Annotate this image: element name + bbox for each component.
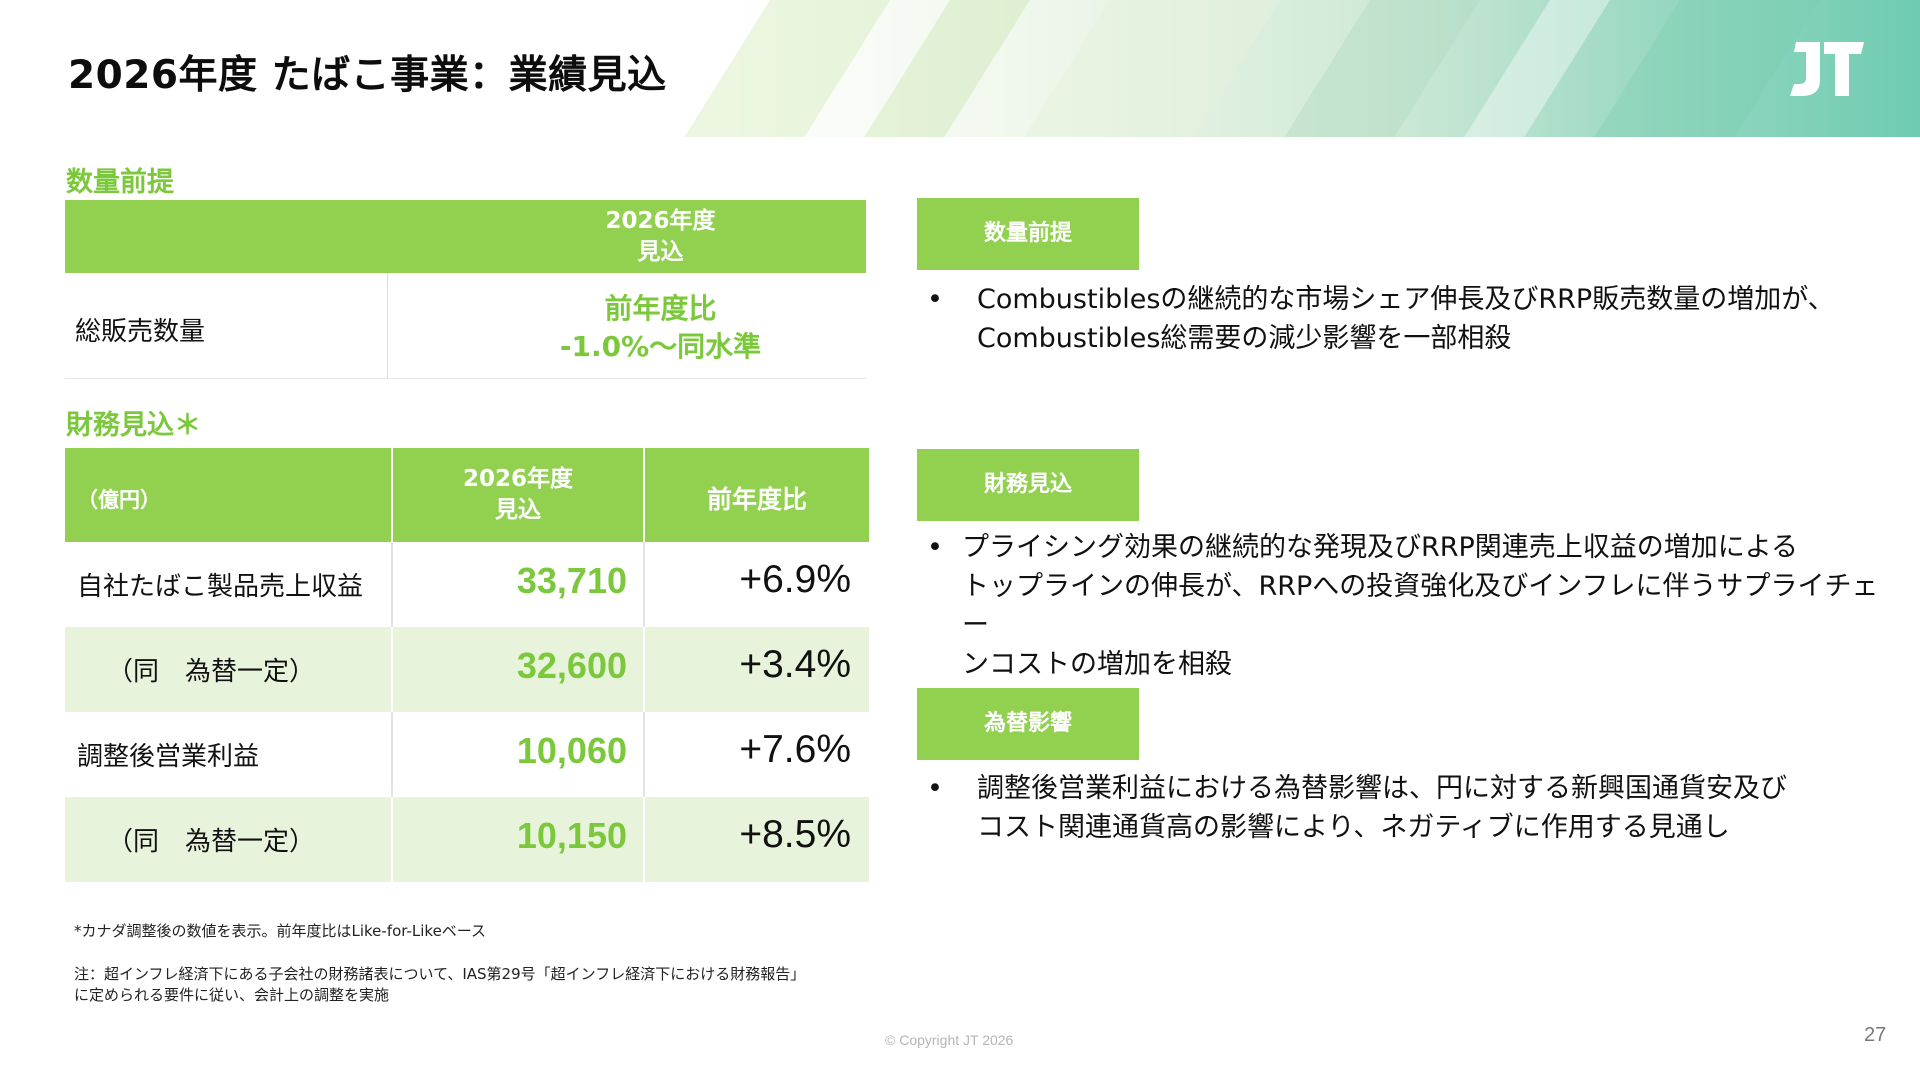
commentary-line: Combustiblesの継続的な市場シェア伸長及びRRP販売数量の増加が、 — [977, 284, 1835, 315]
commentary-line: コスト関連通貨高の影響により、ネガティブに作用する見通し — [977, 812, 1730, 843]
period-line2: 見込 — [495, 497, 541, 523]
table-divider — [643, 627, 645, 712]
commentary-line: 調整後営業利益における為替影響は、円に対する新興国通貨安及び — [977, 773, 1787, 804]
table-divider — [391, 627, 393, 712]
row-amount: 32,600 — [516, 645, 627, 686]
table-row: 自社たばこ製品売上収益 33,710 +6.9% — [65, 542, 869, 627]
footnote-line: 注：超インフレ経済下にある子会社の財務諸表について、IAS第29号「超インフレ経… — [74, 965, 806, 983]
row-yoy: +6.9% — [739, 558, 851, 601]
value-line2: -1.0%～同水準 — [559, 330, 762, 363]
bullet-icon: • — [927, 284, 943, 315]
table-divider — [643, 448, 645, 542]
table-divider — [387, 273, 388, 378]
row-label: （同 為替一定） — [107, 827, 316, 857]
page-number: 27 — [1864, 1024, 1887, 1046]
value-line1: 前年度比 — [604, 292, 717, 325]
table-divider — [643, 542, 645, 627]
period-header: 2026年度 見込 — [393, 464, 643, 526]
header-band: 2026年度 たばこ事業：業績見込 JT — [0, 0, 1920, 137]
commentary-line: ンコストの増加を相殺 — [962, 649, 1232, 680]
page-title: 2026年度 たばこ事業：業績見込 — [68, 53, 667, 98]
row-label: （同 為替一定） — [107, 657, 316, 687]
volume-period-header: 2026年度 見込 — [455, 206, 866, 268]
row-yoy: +8.5% — [739, 813, 851, 856]
finance-section-label: 財務見込＊ — [66, 410, 201, 441]
commentary-finance: • プライシング効果の継続的な発現及びRRP関連売上収益の増加による トップライ… — [927, 528, 1887, 684]
period-line1: 2026年度 — [462, 466, 573, 492]
footnote-line: に定められる要件に従い、会計上の調整を実施 — [74, 986, 390, 1004]
commentary-line: プライシング効果の継続的な発現及びRRP関連売上収益の増加による — [962, 532, 1798, 563]
row-amount: 10,060 — [516, 730, 627, 771]
unit-header: （億円） — [77, 488, 161, 512]
jt-logo: JT — [1786, 36, 1866, 100]
footnote-note: 注：超インフレ経済下にある子会社の財務諸表について、IAS第29号「超インフレ経… — [74, 964, 874, 1006]
row-label: 調整後営業利益 — [77, 742, 260, 772]
header-decoration — [985, 0, 1305, 137]
bullet-icon: • — [927, 773, 943, 804]
period-line1: 2026年度 — [605, 208, 716, 234]
table-divider — [643, 797, 645, 882]
yoy-header: 前年度比 — [706, 485, 807, 514]
commentary-tag-fx: 為替影響 — [917, 688, 1139, 760]
commentary-line: トップラインの伸長が、RRPへの投資強化及びインフレに伴うサプライチェー — [962, 571, 1879, 641]
table-divider — [391, 712, 393, 797]
row-yoy: +7.6% — [739, 728, 851, 771]
footnote-asterisk: *カナダ調整後の数値を表示。前年度比はLike-for-Likeベース — [74, 922, 487, 940]
total-volume-value: 前年度比 -1.0%～同水準 — [455, 290, 866, 366]
header-decoration — [1245, 0, 1505, 137]
table-row: （同 為替一定） 32,600 +3.4% — [65, 627, 869, 712]
header-decoration — [645, 0, 915, 137]
commentary-volume: • Combustiblesの継続的な市場シェア伸長及びRRP販売数量の増加が、… — [927, 280, 1887, 358]
row-amount: 10,150 — [516, 815, 627, 856]
commentary-tag-finance: 財務見込 — [917, 449, 1139, 521]
copyright: © Copyright JT 2026 — [885, 1032, 1014, 1048]
table-divider — [391, 542, 393, 627]
commentary-tag-volume: 数量前提 — [917, 198, 1139, 270]
table-divider — [391, 448, 393, 542]
row-label: 自社たばこ製品売上収益 — [77, 572, 364, 602]
commentary-line: Combustibles総需要の減少影響を一部相殺 — [977, 323, 1512, 354]
finance-table-header: （億円） 2026年度 見込 前年度比 — [65, 448, 869, 542]
volume-section-label: 数量前提 — [66, 167, 174, 198]
jt-logo-icon — [1790, 42, 1864, 96]
volume-table-row: 総販売数量 前年度比 -1.0%～同水準 — [65, 273, 866, 379]
row-amount: 33,710 — [516, 560, 627, 601]
table-divider — [643, 712, 645, 797]
table-row: （同 為替一定） 10,150 +8.5% — [65, 797, 869, 882]
volume-table-header: 2026年度 見込 — [65, 200, 866, 273]
table-divider — [391, 797, 393, 882]
table-row: 調整後営業利益 10,060 +7.6% — [65, 712, 869, 797]
row-yoy: +3.4% — [739, 643, 851, 686]
total-volume-label: 総販売数量 — [75, 317, 206, 347]
bullet-icon: • — [927, 532, 943, 563]
period-line2: 見込 — [637, 239, 684, 265]
commentary-fx: • 調整後営業利益における為替影響は、円に対する新興国通貨安及び コスト関連通貨… — [927, 769, 1887, 847]
